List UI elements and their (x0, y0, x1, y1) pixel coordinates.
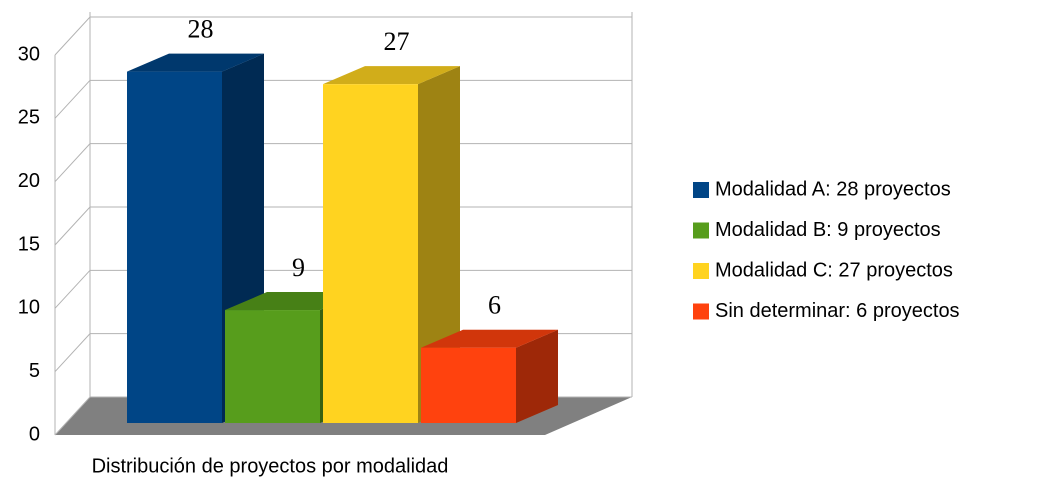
grid-line (54, 16, 632, 56)
data-label: 27 (384, 27, 410, 56)
bar (225, 310, 320, 423)
bar-top-shade (127, 53, 264, 72)
legend-swatch (693, 303, 709, 320)
y-tick-label: 30 (18, 43, 40, 65)
y-tick-label: 0 (29, 423, 40, 445)
legend-label: Modalidad C: 27 proyectos (715, 259, 953, 281)
data-label: 9 (292, 253, 305, 282)
legend-swatch (693, 182, 709, 198)
bar-side (516, 329, 558, 423)
bar-top-shade (323, 66, 460, 85)
bar (127, 71, 222, 423)
bar-side-shade (516, 329, 558, 423)
bar (421, 347, 516, 423)
bar-top (127, 53, 264, 72)
legend-label: Modalidad A: 28 proyectos (715, 178, 951, 200)
x-axis-label: Distribución de proyectos por modalidad (92, 455, 449, 477)
bar-top (323, 66, 460, 85)
legend-swatch (693, 222, 709, 239)
legend-label: Sin determinar: 6 proyectos (715, 300, 960, 322)
bar-side (418, 66, 460, 424)
y-tick-label: 25 (18, 107, 40, 129)
bar-side-shade (418, 66, 460, 424)
y-tick-label: 15 (18, 233, 40, 255)
data-label: 6 (488, 291, 501, 320)
y-tick-label: 5 (29, 360, 40, 382)
y-tick-label: 20 (18, 170, 40, 192)
bar (323, 84, 418, 424)
bar-top-shade (421, 329, 558, 348)
legend-label: Modalidad B: 9 proyectos (715, 219, 941, 241)
data-label: 28 (188, 15, 214, 44)
legend-swatch (693, 263, 709, 279)
y-tick-label: 10 (18, 297, 40, 319)
bar-top (421, 329, 558, 348)
